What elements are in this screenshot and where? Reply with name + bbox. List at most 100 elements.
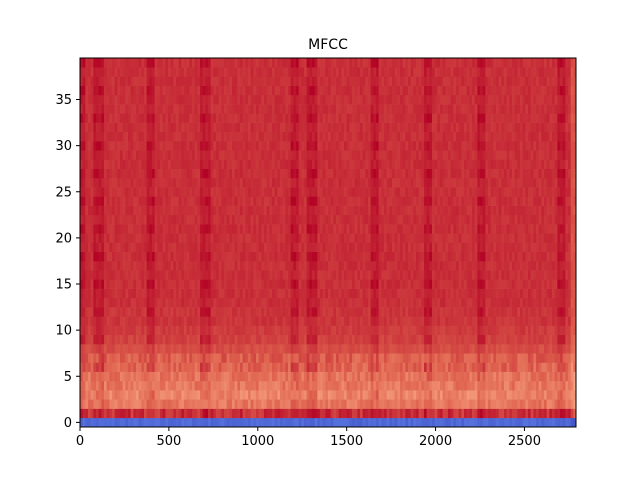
heatmap-cell — [258, 362, 262, 372]
heatmap-cell — [157, 316, 161, 326]
heatmap-cell — [133, 224, 137, 234]
heatmap-cell — [461, 353, 465, 363]
heatmap-cell — [298, 380, 302, 391]
heatmap-cell — [221, 399, 225, 409]
heatmap-cell — [458, 297, 462, 308]
heatmap-cell — [370, 214, 374, 225]
heatmap-cell — [394, 371, 398, 382]
heatmap-cell — [248, 362, 252, 372]
heatmap-cell — [426, 233, 430, 243]
heatmap-cell — [520, 251, 524, 262]
heatmap-cell — [456, 233, 460, 243]
heatmap-cell — [373, 362, 377, 372]
heatmap-cell — [173, 399, 177, 409]
heatmap-cell — [112, 196, 116, 206]
heatmap-cell — [482, 371, 486, 382]
heatmap-cell — [386, 390, 390, 400]
heatmap-cell — [344, 233, 348, 243]
heatmap-cell — [248, 260, 252, 271]
heatmap-cell — [426, 334, 430, 345]
heatmap-cell — [424, 362, 428, 372]
heatmap-cell — [413, 334, 417, 345]
heatmap-cell — [397, 260, 401, 271]
heatmap-cell — [522, 353, 526, 363]
heatmap-cell — [448, 399, 452, 409]
heatmap-cell — [213, 297, 217, 308]
heatmap-cell — [530, 307, 534, 317]
heatmap-cell — [298, 353, 302, 363]
heatmap-cell — [357, 196, 361, 206]
heatmap-cell — [432, 242, 436, 253]
heatmap-cell — [352, 233, 356, 243]
heatmap-cell — [224, 214, 228, 225]
heatmap-cell — [237, 371, 241, 382]
heatmap-cell — [184, 362, 188, 372]
heatmap-cell — [104, 353, 108, 363]
heatmap-cell — [330, 325, 334, 336]
heatmap-cell — [181, 214, 185, 225]
heatmap-cell — [360, 380, 364, 391]
heatmap-cell — [378, 371, 382, 382]
heatmap-cell — [146, 270, 150, 280]
heatmap-cell — [552, 353, 556, 363]
heatmap-cell — [138, 307, 142, 317]
heatmap-cell — [338, 380, 342, 391]
heatmap-cell — [509, 187, 513, 197]
heatmap-cell — [421, 371, 425, 382]
heatmap-cell — [562, 288, 566, 299]
heatmap-cell — [517, 279, 521, 289]
heatmap-cell — [82, 233, 86, 243]
heatmap-cell — [573, 343, 577, 354]
heatmap-cell — [373, 408, 377, 419]
heatmap-cell — [394, 408, 398, 419]
heatmap-cell — [562, 233, 566, 243]
heatmap-cell — [248, 316, 252, 326]
heatmap-cell — [144, 353, 148, 363]
heatmap-cell — [133, 205, 137, 216]
heatmap-cell — [429, 187, 433, 197]
heatmap-cell — [437, 353, 441, 363]
heatmap-cell — [330, 307, 334, 317]
heatmap-cell — [154, 417, 158, 428]
heatmap-cell — [381, 316, 385, 326]
heatmap-cell — [266, 224, 270, 234]
heatmap-cell — [360, 334, 364, 345]
heatmap-cell — [370, 187, 374, 197]
heatmap-cell — [482, 307, 486, 317]
heatmap-cell — [528, 270, 532, 280]
heatmap-cell — [570, 187, 574, 197]
heatmap-cell — [186, 177, 190, 188]
heatmap-cell — [490, 224, 494, 234]
heatmap-cell — [178, 371, 182, 382]
heatmap-cell — [442, 408, 446, 419]
heatmap-cell — [85, 307, 89, 317]
heatmap-cell — [149, 353, 153, 363]
heatmap-cell — [144, 408, 148, 419]
heatmap-cell — [365, 214, 369, 225]
heatmap-cell — [328, 316, 332, 326]
heatmap-cell — [568, 224, 572, 234]
heatmap-cell — [200, 224, 204, 234]
heatmap-cell — [517, 187, 521, 197]
heatmap-cell — [106, 316, 110, 326]
heatmap-cell — [202, 205, 206, 216]
heatmap-cell — [416, 177, 420, 188]
heatmap-cell — [368, 187, 372, 197]
heatmap-cell — [498, 399, 502, 409]
heatmap-cell — [368, 307, 372, 317]
heatmap-cell — [357, 233, 361, 243]
heatmap-cell — [365, 196, 369, 206]
heatmap-cell — [546, 417, 550, 428]
heatmap-cell — [466, 362, 470, 372]
heatmap-cell — [397, 270, 401, 280]
heatmap-cell — [178, 362, 182, 372]
heatmap-cell — [381, 242, 385, 253]
heatmap-cell — [528, 316, 532, 326]
heatmap-cell — [434, 187, 438, 197]
heatmap-cell — [541, 242, 545, 253]
heatmap-cell — [306, 214, 310, 225]
heatmap-cell — [557, 417, 561, 428]
heatmap-cell — [192, 408, 196, 419]
heatmap-cell — [466, 260, 470, 271]
heatmap-cell — [525, 297, 529, 308]
